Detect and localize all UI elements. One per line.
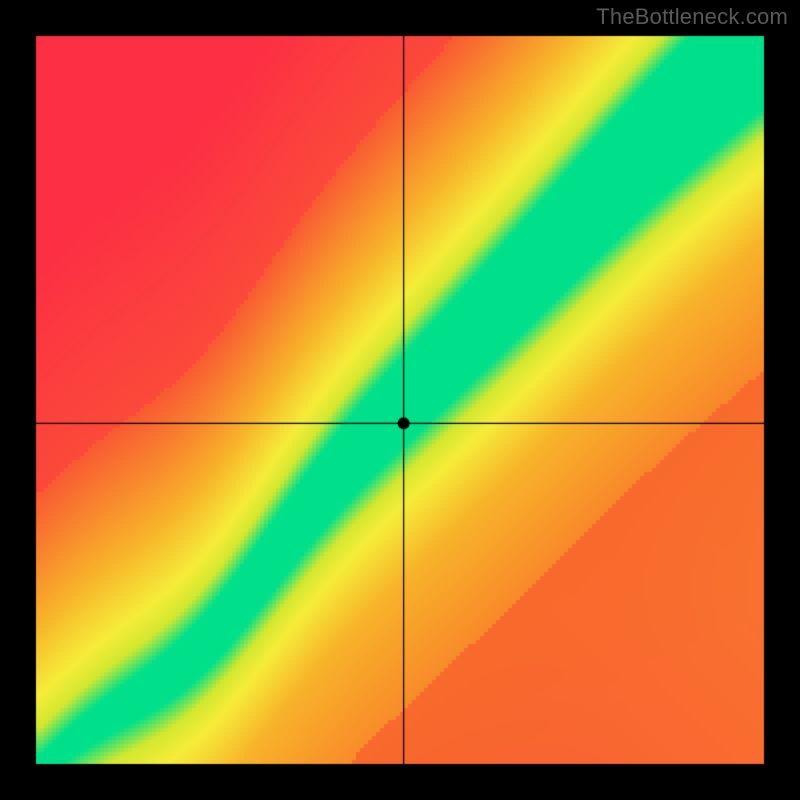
heatmap-canvas [0,0,800,800]
chart-container: TheBottleneck.com [0,0,800,800]
watermark-text: TheBottleneck.com [596,4,788,30]
